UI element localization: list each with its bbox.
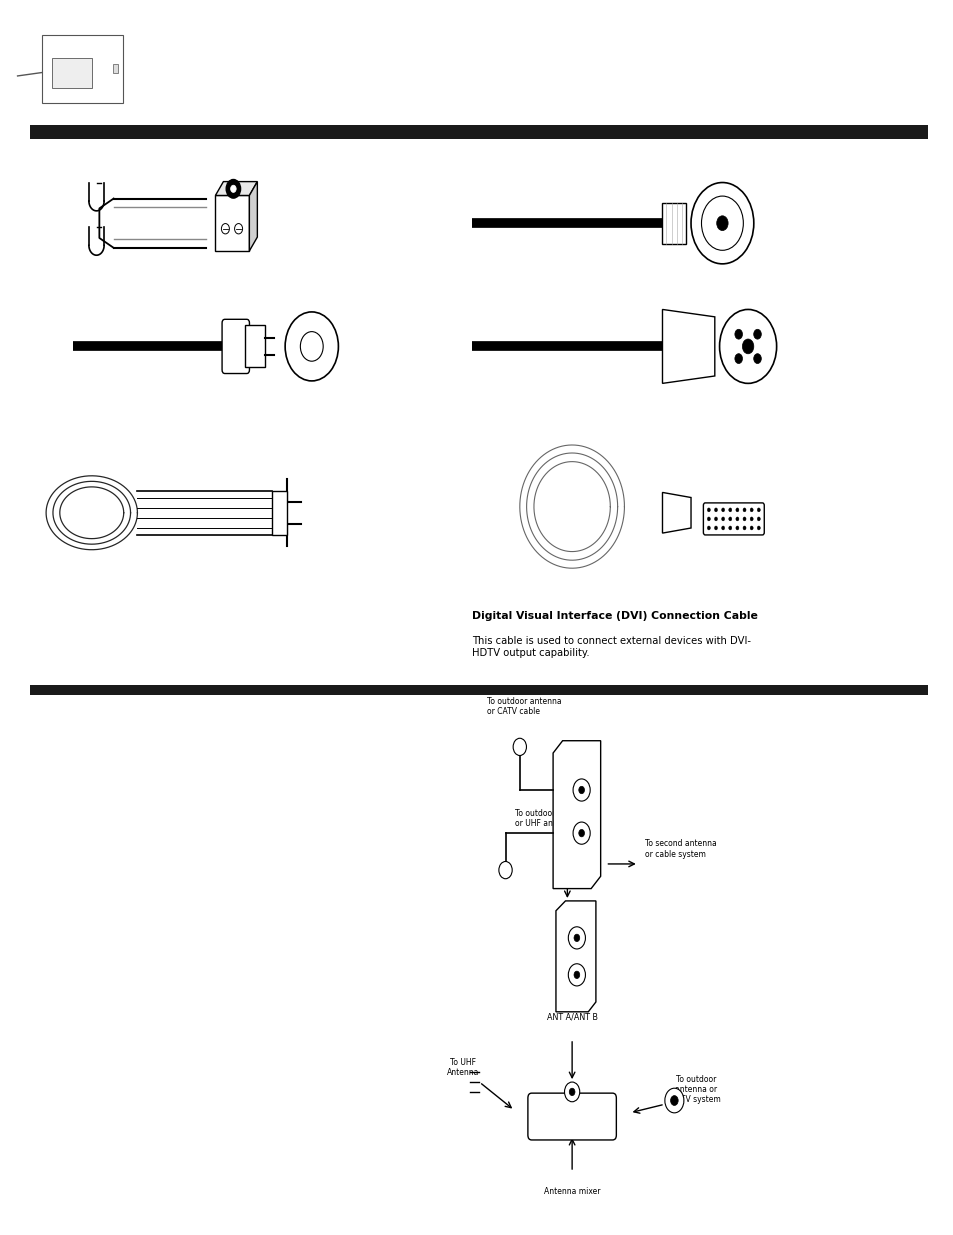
Polygon shape bbox=[553, 741, 600, 889]
Circle shape bbox=[568, 963, 585, 986]
Bar bbox=[245, 325, 264, 368]
Circle shape bbox=[578, 830, 584, 837]
Text: To second antenna
or cable system: To second antenna or cable system bbox=[644, 840, 717, 858]
Circle shape bbox=[719, 310, 776, 383]
Circle shape bbox=[716, 216, 727, 231]
Circle shape bbox=[285, 312, 338, 380]
Polygon shape bbox=[556, 900, 596, 1011]
Circle shape bbox=[706, 517, 710, 521]
Circle shape bbox=[714, 517, 717, 521]
Text: To UHF
Antenna: To UHF Antenna bbox=[446, 1057, 478, 1077]
Circle shape bbox=[735, 517, 739, 521]
Circle shape bbox=[742, 508, 745, 511]
Circle shape bbox=[578, 787, 584, 794]
Circle shape bbox=[753, 353, 760, 363]
Polygon shape bbox=[249, 182, 257, 251]
Circle shape bbox=[574, 934, 579, 941]
Bar bbox=[661, 203, 685, 243]
Circle shape bbox=[735, 508, 739, 511]
Circle shape bbox=[569, 1088, 575, 1095]
Circle shape bbox=[720, 508, 724, 511]
Circle shape bbox=[700, 196, 742, 251]
Circle shape bbox=[757, 508, 760, 511]
Bar bbox=[30, 685, 927, 695]
Circle shape bbox=[573, 823, 590, 845]
Circle shape bbox=[735, 526, 739, 530]
Text: To outdoor
antenna or
CATV system: To outdoor antenna or CATV system bbox=[670, 1074, 720, 1104]
Circle shape bbox=[706, 508, 710, 511]
Circle shape bbox=[690, 183, 753, 264]
Circle shape bbox=[734, 353, 741, 363]
Circle shape bbox=[742, 517, 745, 521]
Circle shape bbox=[749, 517, 753, 521]
Circle shape bbox=[664, 1088, 683, 1113]
Circle shape bbox=[728, 526, 731, 530]
Circle shape bbox=[742, 526, 745, 530]
Circle shape bbox=[720, 517, 724, 521]
Bar bbox=[112, 64, 117, 73]
Circle shape bbox=[749, 526, 753, 530]
Circle shape bbox=[574, 971, 579, 978]
Text: This cable is used to connect external devices with DVI-
HDTV output capability.: This cable is used to connect external d… bbox=[472, 636, 750, 657]
Circle shape bbox=[728, 517, 731, 521]
Circle shape bbox=[234, 224, 242, 233]
Circle shape bbox=[568, 926, 585, 948]
Polygon shape bbox=[215, 182, 257, 195]
Circle shape bbox=[226, 179, 240, 198]
Circle shape bbox=[498, 862, 512, 879]
Circle shape bbox=[513, 739, 526, 756]
FancyBboxPatch shape bbox=[527, 1093, 616, 1140]
Circle shape bbox=[300, 332, 323, 361]
Text: Digital Visual Interface (DVI) Connection Cable: Digital Visual Interface (DVI) Connectio… bbox=[472, 611, 758, 621]
Circle shape bbox=[231, 185, 236, 193]
Circle shape bbox=[720, 526, 724, 530]
Circle shape bbox=[734, 330, 741, 340]
Circle shape bbox=[221, 224, 229, 233]
Bar bbox=[215, 195, 249, 251]
Circle shape bbox=[573, 779, 590, 802]
Circle shape bbox=[741, 340, 753, 353]
Bar bbox=[51, 58, 91, 88]
Circle shape bbox=[728, 508, 731, 511]
Circle shape bbox=[670, 1095, 678, 1105]
Circle shape bbox=[753, 330, 760, 340]
Circle shape bbox=[757, 526, 760, 530]
Circle shape bbox=[714, 526, 717, 530]
Bar bbox=[42, 36, 123, 103]
Circle shape bbox=[564, 1082, 579, 1102]
Polygon shape bbox=[661, 493, 690, 534]
Circle shape bbox=[706, 526, 710, 530]
Circle shape bbox=[714, 508, 717, 511]
Text: To outdoor VHF
or UHF antenna: To outdoor VHF or UHF antenna bbox=[515, 809, 575, 827]
Text: ANT A/ANT B: ANT A/ANT B bbox=[546, 1013, 597, 1021]
Circle shape bbox=[749, 508, 753, 511]
Text: To outdoor antenna
or CATV cable: To outdoor antenna or CATV cable bbox=[486, 697, 560, 716]
Circle shape bbox=[757, 517, 760, 521]
FancyBboxPatch shape bbox=[222, 320, 249, 373]
FancyBboxPatch shape bbox=[702, 503, 763, 535]
Polygon shape bbox=[661, 310, 714, 383]
Bar bbox=[273, 490, 287, 535]
Bar bbox=[30, 125, 927, 140]
Text: Antenna mixer: Antenna mixer bbox=[543, 1187, 599, 1195]
